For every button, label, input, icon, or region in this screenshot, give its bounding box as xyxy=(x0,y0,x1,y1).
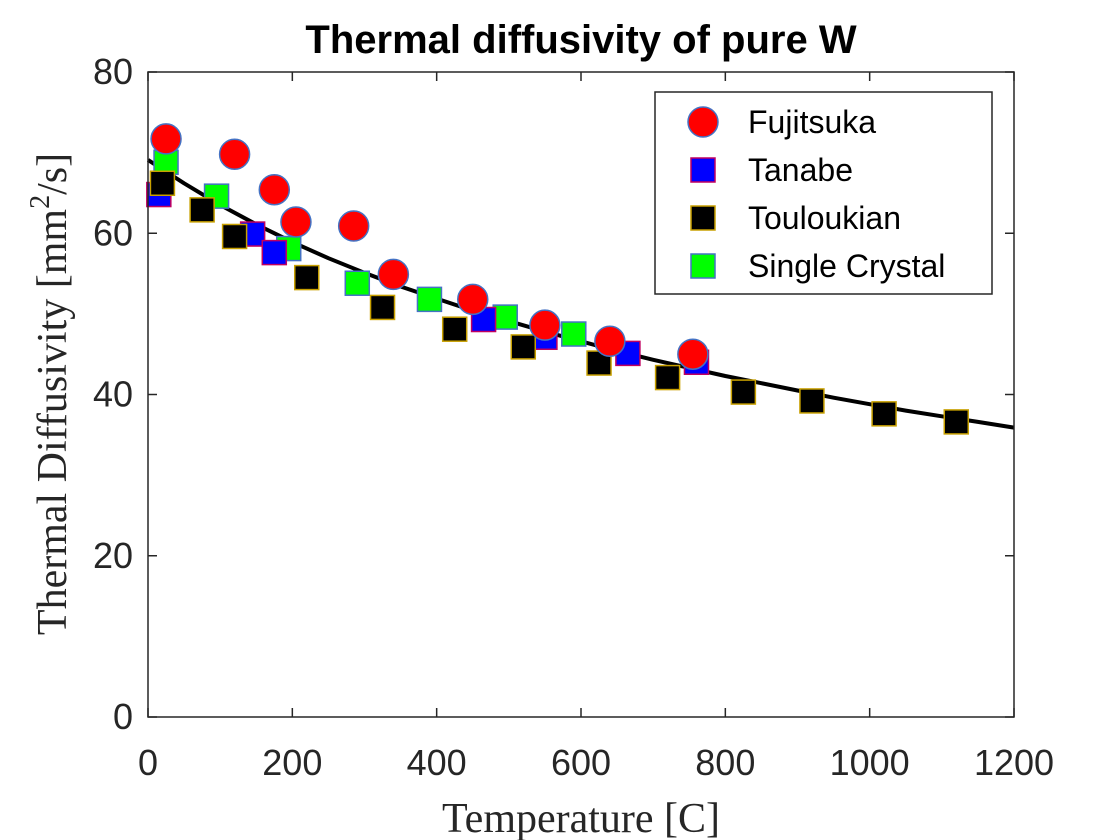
data-point-fujitsuka xyxy=(377,258,410,291)
y-axis-label-unit-end: /s] xyxy=(30,153,76,195)
legend-marker-touloukian xyxy=(690,205,716,231)
y-tick-labels: 0 20 40 60 80 xyxy=(93,51,133,737)
data-point-touloukian xyxy=(943,409,970,435)
y-axis-label: Thermal Diffusivity [mm2/s] xyxy=(25,153,76,635)
legend-label-single-crystal: Single Crystal xyxy=(748,248,945,284)
data-point-fujitsuka xyxy=(594,325,626,358)
legend-marker-single-crystal xyxy=(690,253,716,279)
x-tick-label: 200 xyxy=(262,742,322,783)
x-tick-label: 400 xyxy=(407,742,467,783)
data-point-fujitsuka xyxy=(337,210,370,242)
data-point-fujitsuka xyxy=(529,309,561,341)
x-tick-label: 1000 xyxy=(830,742,910,783)
legend-label-fujitsuka: Fujitsuka xyxy=(748,104,876,140)
data-point-touloukian xyxy=(871,401,897,427)
legend-entries: Fujitsuka Tanabe Touloukian Single Crystal xyxy=(687,104,945,284)
data-point-touloukian xyxy=(221,223,248,250)
data-point-touloukian xyxy=(294,264,320,291)
data-point-single-crystal xyxy=(492,304,518,330)
y-tick-label: 0 xyxy=(113,696,133,737)
data-point-touloukian xyxy=(369,294,396,321)
axis-ticks-layer xyxy=(147,71,1015,718)
data-point-fujitsuka xyxy=(457,283,489,316)
series-touloukian xyxy=(149,170,970,435)
data-point-single-crystal xyxy=(561,321,587,347)
y-axis-label-main: Thermal Diffusivity [mm xyxy=(30,209,76,635)
data-point-fujitsuka xyxy=(677,338,709,370)
legend-label-tanabe: Tanabe xyxy=(748,152,853,188)
y-tick-label: 80 xyxy=(93,51,133,92)
data-point-single-crystal xyxy=(344,270,371,296)
x-tick-label: 800 xyxy=(695,742,755,783)
data-point-fujitsuka xyxy=(150,123,182,155)
data-points-layer xyxy=(146,123,970,435)
y-tick-label: 60 xyxy=(93,212,133,253)
data-point-touloukian xyxy=(510,334,537,360)
y-axis-label-superscript: 2 xyxy=(25,195,56,209)
data-point-touloukian xyxy=(730,379,757,405)
data-point-touloukian xyxy=(441,316,468,342)
y-tick-label: 40 xyxy=(93,374,133,415)
series-fujitsuka xyxy=(150,123,709,370)
data-point-touloukian xyxy=(149,170,176,197)
legend-label-touloukian: Touloukian xyxy=(748,200,901,236)
legend: Fujitsuka Tanabe Touloukian Single Crystal xyxy=(654,91,993,295)
x-tick-label: 1200 xyxy=(974,742,1054,783)
legend-marker-tanabe xyxy=(690,157,716,183)
x-tick-labels: 0 200 400 600 800 1000 1200 xyxy=(138,742,1054,783)
data-point-touloukian xyxy=(799,388,825,414)
data-point-single-crystal xyxy=(416,286,443,313)
data-point-touloukian xyxy=(654,364,681,391)
legend-marker-fujitsuka xyxy=(687,106,719,138)
x-tick-label: 600 xyxy=(551,742,611,783)
x-axis-label: Temperature [C] xyxy=(442,796,720,840)
x-tick-label: 0 xyxy=(138,742,158,783)
chart-title: Thermal diffusivity of pure W xyxy=(305,18,856,62)
data-point-fujitsuka xyxy=(280,206,312,238)
data-point-touloukian xyxy=(189,197,215,223)
data-point-fujitsuka xyxy=(218,138,251,170)
y-tick-label: 20 xyxy=(93,535,133,576)
data-point-tanabe xyxy=(261,239,288,266)
data-point-fujitsuka xyxy=(258,173,291,206)
